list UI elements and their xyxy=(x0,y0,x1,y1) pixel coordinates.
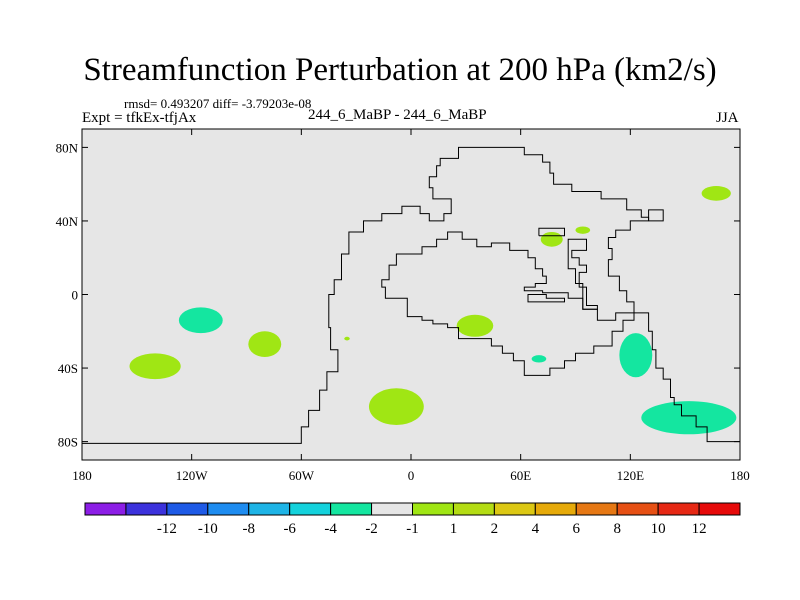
anomaly-region-7 xyxy=(540,231,563,247)
coastline-3 xyxy=(567,238,598,310)
coastline-4 xyxy=(648,209,664,222)
x-tick-label: 120W xyxy=(176,468,209,483)
x-tick-label: 120E xyxy=(617,468,645,483)
colorbar-label: -12 xyxy=(157,521,177,537)
colorbar-swatch xyxy=(289,502,332,516)
axes: 80N 40N 0 40S 80S 180 120W 60W 0 60E 120E 180 xyxy=(56,129,750,483)
colorbar-swatch xyxy=(371,502,413,516)
colorbar-swatch xyxy=(534,502,577,516)
anomaly-region-8 xyxy=(575,226,591,234)
colorbar-label: 6 xyxy=(573,521,581,537)
colorbar-label: 8 xyxy=(613,521,621,537)
colorbar-swatch xyxy=(412,502,454,516)
colorbar-swatch xyxy=(698,502,741,516)
anomaly-region-9 xyxy=(701,186,731,201)
y-tick-label: 80S xyxy=(58,435,78,450)
colorbar-swatch xyxy=(248,502,291,516)
colorbar-label: 4 xyxy=(532,521,540,537)
colorbar-swatch xyxy=(657,502,700,516)
y-tick-label: 40S xyxy=(58,361,78,376)
anomaly-region-1 xyxy=(248,331,282,358)
colorbar-label: -6 xyxy=(283,521,296,537)
x-tick-label: 180 xyxy=(730,468,750,483)
colorbar-label: -2 xyxy=(365,521,378,537)
x-tick-label: 0 xyxy=(408,468,415,483)
experiment-label: Expt = tfkEx-tfjAx xyxy=(82,110,197,126)
x-tick-label: 180 xyxy=(72,468,92,483)
colorbar-label: 12 xyxy=(692,521,707,537)
colorbar-label: 2 xyxy=(491,521,499,537)
anomaly-region-2 xyxy=(129,353,181,380)
season-label: JJA xyxy=(716,110,739,126)
anomaly-layer xyxy=(129,186,737,435)
continent-outlines xyxy=(82,146,740,444)
plot-area xyxy=(81,128,741,461)
colorbar: -12 -10 -8 -6 -4 -2 -1 1 2 4 6 8 10 12 xyxy=(84,502,741,537)
coastline-2 xyxy=(538,227,565,237)
coastline-1 xyxy=(527,294,565,303)
colorbar-swatch xyxy=(84,502,127,516)
colorbar-label: 1 xyxy=(450,521,458,537)
colorbar-swatch xyxy=(207,502,250,516)
coastline-0 xyxy=(82,146,740,444)
y-tick-label: 80N xyxy=(56,140,79,155)
anomaly-region-11 xyxy=(641,401,737,435)
colorbar-label: -10 xyxy=(198,521,218,537)
colorbar-label: -8 xyxy=(243,521,256,537)
colorbar-label: 10 xyxy=(651,521,666,537)
colorbar-swatch xyxy=(452,502,495,516)
colorbar-swatch xyxy=(493,502,536,516)
colorbar-label: -4 xyxy=(324,521,337,537)
x-tick-label: 60W xyxy=(289,468,315,483)
colorbar-swatch xyxy=(166,502,209,516)
anomaly-region-5 xyxy=(456,314,494,337)
rmsd-diff-stats: rmsd= 0.493207 diff= -3.79203e-08 xyxy=(124,96,312,111)
anomaly-region-6 xyxy=(531,355,547,363)
colorbar-label: -1 xyxy=(406,521,419,537)
map-title: Streamfunction Perturbation at 200 hPa (… xyxy=(83,52,717,88)
colorbar-swatch xyxy=(616,502,659,516)
y-tick-label: 0 xyxy=(72,288,79,303)
colorbar-swatch xyxy=(330,502,373,516)
x-tick-label: 60E xyxy=(510,468,531,483)
colorbar-swatch xyxy=(575,502,618,516)
y-tick-label: 40N xyxy=(56,214,79,229)
anomaly-region-0 xyxy=(178,307,223,334)
anomaly-region-4 xyxy=(368,388,424,426)
anomaly-region-3 xyxy=(344,336,350,341)
anomaly-region-10 xyxy=(619,333,653,378)
colorbar-swatch xyxy=(125,502,168,516)
run-comparison-label: 244_6_MaBP - 244_6_MaBP xyxy=(308,107,487,123)
